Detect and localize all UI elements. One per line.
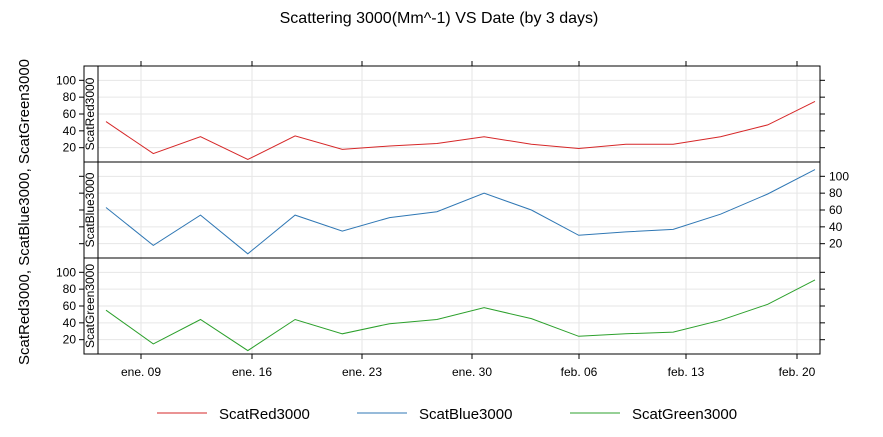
strip-label: ScatGreen3000 <box>83 264 97 348</box>
x-axis: ene. 09 ene. 16 ene. 23 ene. 30 feb. 06 feb. … <box>121 61 816 379</box>
panel-ScatBlue3000: ScatBlue3000 20 40 60 80 100 <box>79 161 849 259</box>
y-tick-label: 20 <box>63 141 77 155</box>
y-tick-label: 40 <box>63 124 77 138</box>
y-tick-label: 60 <box>829 203 843 217</box>
y-tick-label: 80 <box>63 90 77 104</box>
strip-label: ScatRed3000 <box>83 77 97 150</box>
strip-label: ScatBlue3000 <box>83 172 97 247</box>
x-tick-label: feb. 13 <box>668 365 705 379</box>
x-tick-label: ene. 16 <box>232 365 272 379</box>
legend: ScatRed3000 ScatBlue3000 ScatGreen3000 <box>157 406 737 423</box>
x-tick-label: ene. 23 <box>342 365 382 379</box>
series-line-ScatGreen3000 <box>105 279 816 352</box>
panel-ScatRed3000: ScatRed3000 20 40 60 80 100 <box>56 65 825 163</box>
y-axis-label: ScatRed3000, ScatBlue3000, ScatGreen3000 <box>16 59 33 365</box>
legend-item: ScatGreen3000 <box>570 406 737 423</box>
x-tick-label: ene. 09 <box>121 365 161 379</box>
y-tick-label: 40 <box>63 316 77 330</box>
y-tick-label: 20 <box>829 237 843 251</box>
y-tick-label: 40 <box>829 220 843 234</box>
legend-item: ScatBlue3000 <box>357 406 512 423</box>
y-tick-label: 100 <box>56 265 76 279</box>
y-tick-label: 60 <box>63 107 77 121</box>
y-tick-label: 20 <box>63 333 77 347</box>
series-line-ScatRed3000 <box>105 100 816 161</box>
legend-item: ScatRed3000 <box>157 406 310 423</box>
y-tick-label: 100 <box>829 169 849 183</box>
legend-label: ScatGreen3000 <box>632 406 737 423</box>
series-line-ScatBlue3000 <box>105 169 816 255</box>
y-tick-label: 60 <box>63 299 77 313</box>
y-tick-label: 80 <box>829 186 843 200</box>
legend-label: ScatBlue3000 <box>419 406 512 423</box>
y-tick-label: 80 <box>63 282 77 296</box>
y-tick-label: 100 <box>56 73 76 87</box>
panels: ScatRed3000 20 40 60 80 100 ScatBlue3000 20 40 60… <box>56 65 849 355</box>
x-tick-label: ene. 30 <box>452 365 492 379</box>
x-tick-label: feb. 06 <box>561 365 598 379</box>
chart-title: Scattering 3000(Mm^-1) VS Date (by 3 day… <box>280 10 599 27</box>
legend-label: ScatRed3000 <box>219 406 310 423</box>
x-tick-label: feb. 20 <box>779 365 816 379</box>
panel-ScatGreen3000: ScatGreen3000 20 40 60 80 100 <box>56 257 825 355</box>
